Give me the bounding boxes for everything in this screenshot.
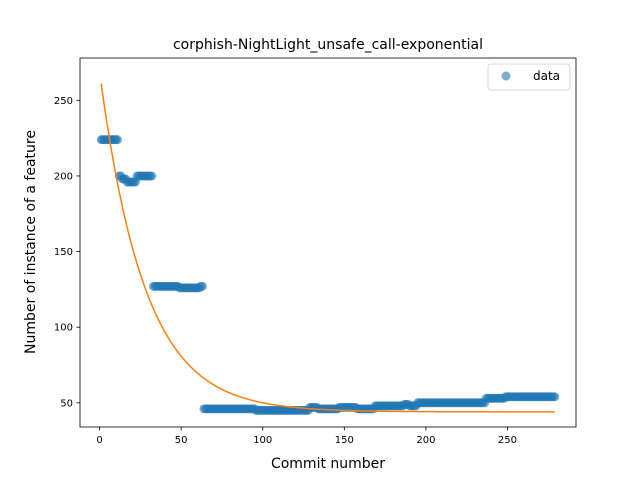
x-tick-label: 0 — [96, 435, 102, 446]
x-tick-label: 200 — [416, 435, 435, 446]
y-tick-label: 50 — [60, 398, 73, 409]
fit-line — [100, 83, 555, 413]
legend-label-data: data — [533, 69, 560, 83]
legend: data — [487, 63, 571, 91]
legend-box — [487, 63, 571, 91]
y-axis-ticks: 50 100 150 200 250 — [54, 96, 80, 409]
data-point — [147, 171, 157, 181]
x-tick-label: 250 — [498, 435, 517, 446]
data-point — [197, 281, 207, 291]
y-tick-label: 150 — [54, 247, 73, 258]
data-point — [113, 135, 123, 145]
plot-area — [96, 83, 560, 415]
x-tick-label: 50 — [175, 435, 188, 446]
x-tick-label: 150 — [335, 435, 354, 446]
legend-marker-data — [501, 71, 511, 81]
data-points — [96, 135, 560, 415]
data-point — [550, 392, 560, 402]
x-axis-label: Commit number — [271, 456, 385, 472]
y-axis-label: Number of instance of a feature — [23, 130, 39, 354]
y-tick-label: 250 — [54, 96, 73, 107]
x-axis-ticks: 0 50 100 150 200 250 — [96, 427, 517, 446]
chart-title: corphish-NightLight_unsafe_call-exponent… — [173, 37, 483, 53]
y-tick-label: 200 — [54, 171, 73, 182]
y-tick-label: 100 — [54, 323, 73, 334]
axes-frame — [79, 57, 577, 428]
x-tick-label: 100 — [253, 435, 272, 446]
